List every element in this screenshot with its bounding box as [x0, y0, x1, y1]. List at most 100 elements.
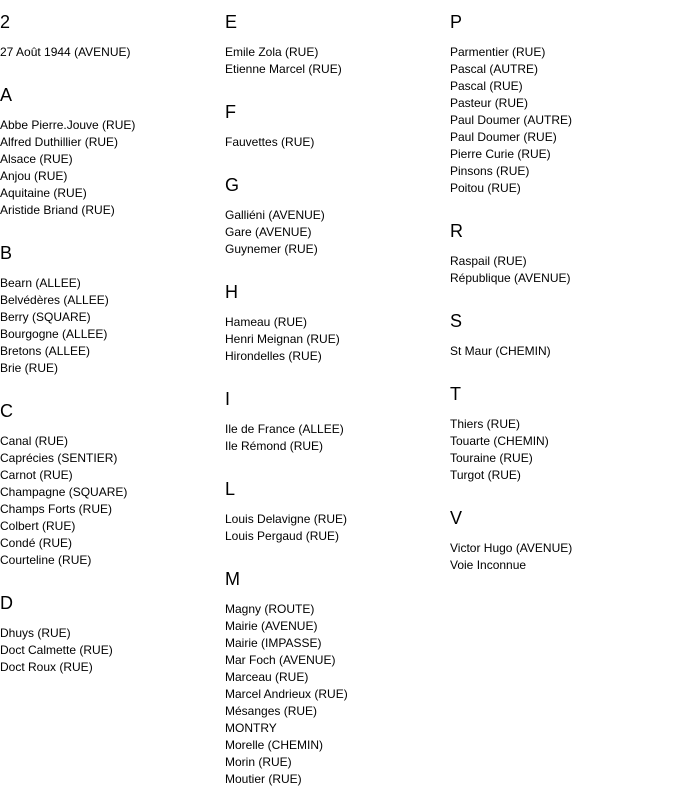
- letter-section: V Victor Hugo (AVENUE) Voie Inconnue: [450, 508, 670, 574]
- column: 2 27 Août 1944 (AVENUE) A Abbe Pierre.Jouve…: [0, 12, 220, 700]
- street-item: Emile Zola (RUE): [225, 45, 319, 59]
- street-item: MONTRY: [225, 721, 277, 735]
- letter-section: S St Maur (CHEMIN): [450, 311, 670, 360]
- street-item: Carnot (RUE): [0, 468, 73, 482]
- letter-heading: P: [450, 12, 463, 32]
- letter-section: E Emile Zola (RUE) Etienne Marcel (RUE): [225, 12, 445, 78]
- letter-section: H Hameau (RUE) Henri Meignan (RUE) Hirondel…: [225, 282, 445, 365]
- street-item: Bourgogne (ALLEE): [0, 327, 108, 341]
- street-item: Etienne Marcel (RUE): [225, 62, 342, 76]
- letter-heading: F: [225, 102, 236, 122]
- letter-heading: E: [225, 12, 238, 32]
- street-item: Alsace (RUE): [0, 152, 73, 166]
- street-item: Galliéni (AVENUE): [225, 208, 325, 222]
- street-item: Anjou (RUE): [0, 169, 68, 183]
- street-item: Bretons (ALLEE): [0, 344, 91, 358]
- letter-heading: L: [225, 479, 236, 499]
- street-item: Paul Doumer (RUE): [450, 130, 557, 144]
- letter-heading: D: [0, 593, 13, 613]
- letter-section: G Galliéni (AVENUE) Gare (AVENUE) Guynemer …: [225, 175, 445, 258]
- street-item: Magny (ROUTE): [225, 602, 315, 616]
- street-item: Henri Meignan (RUE): [225, 332, 340, 346]
- street-item: Brie (RUE): [0, 361, 59, 375]
- column: P Parmentier (RUE) Pascal (AUTRE) Pascal (R…: [450, 12, 670, 598]
- letter-section: D Dhuys (RUE) Doct Calmette (RUE) Doct Roux…: [0, 593, 220, 676]
- street-item: Caprécies (SENTIER): [0, 451, 118, 465]
- letter-section: 2 27 Août 1944 (AVENUE): [0, 12, 220, 61]
- street-item: Alfred Duthillier (RUE): [0, 135, 119, 149]
- street-item: Bearn (ALLEE): [0, 276, 81, 290]
- street-item: Colbert (RUE): [0, 519, 76, 533]
- street-item: Guynemer (RUE): [225, 242, 318, 256]
- street-item: Courteline (RUE): [0, 553, 92, 567]
- letter-section: I Ile de France (ALLEE) Ile Rémond (RUE): [225, 389, 445, 455]
- letter-heading: 2: [0, 12, 11, 32]
- column: E Emile Zola (RUE) Etienne Marcel (RUE) F Fa…: [225, 12, 445, 812]
- street-item: Louis Pergaud (RUE): [225, 529, 340, 543]
- letter-heading: G: [225, 175, 240, 195]
- letter-section: T Thiers (RUE) Touarte (CHEMIN) Touraine (R…: [450, 384, 670, 484]
- letter-heading: B: [0, 243, 13, 263]
- street-item: Doct Roux (RUE): [0, 660, 93, 674]
- street-item: Paul Doumer (AUTRE): [450, 113, 573, 127]
- street-item: Doct Calmette (RUE): [0, 643, 113, 657]
- street-item: Morin (RUE): [225, 755, 292, 769]
- street-item: Marceau (RUE): [225, 670, 309, 684]
- street-item: Champagne (SQUARE): [0, 485, 128, 499]
- street-item: Condé (RUE): [0, 536, 73, 550]
- street-item: Mairie (AVENUE): [225, 619, 318, 633]
- letter-heading: H: [225, 282, 238, 302]
- letter-section: B Bearn (ALLEE) Belvédères (ALLEE) Berry (S…: [0, 243, 220, 377]
- street-item: Poitou (RUE): [450, 181, 521, 195]
- letter-section: A Abbe Pierre.Jouve (RUE) Alfred Duthillie…: [0, 85, 220, 219]
- letter-heading: R: [450, 221, 463, 241]
- street-item: Champs Forts (RUE): [0, 502, 113, 516]
- street-item: Pascal (AUTRE): [450, 62, 539, 76]
- street-item: Berry (SQUARE): [0, 310, 91, 324]
- letter-heading: V: [450, 508, 463, 528]
- letter-section: L Louis Delavigne (RUE) Louis Pergaud (RUE…: [225, 479, 445, 545]
- street-item: Mar Foch (AVENUE): [225, 653, 336, 667]
- street-item: Ile de France (ALLEE): [225, 422, 344, 436]
- letter-section: M Magny (ROUTE) Mairie (AVENUE) Mairie (IMP…: [225, 569, 445, 788]
- street-item: Touarte (CHEMIN): [450, 434, 549, 448]
- street-item: Ile Rémond (RUE): [225, 439, 324, 453]
- street-item: Hirondelles (RUE): [225, 349, 322, 363]
- street-item: Hameau (RUE): [225, 315, 308, 329]
- letter-heading: T: [450, 384, 461, 404]
- street-item: Dhuys (RUE): [0, 626, 71, 640]
- street-item: Voie Inconnue: [450, 558, 527, 572]
- street-item: Aquitaine (RUE): [0, 186, 87, 200]
- street-item: Turgot (RUE): [450, 468, 521, 482]
- street-item: 27 Août 1944 (AVENUE): [0, 45, 131, 59]
- street-item: Thiers (RUE): [450, 417, 521, 431]
- letter-heading: A: [0, 85, 13, 105]
- street-item: Mairie (IMPASSE): [225, 636, 322, 650]
- street-item: Morelle (CHEMIN): [225, 738, 324, 752]
- street-item: Gare (AVENUE): [225, 225, 312, 239]
- street-item: Louis Delavigne (RUE): [225, 512, 348, 526]
- street-item: Belvédères (ALLEE): [0, 293, 109, 307]
- street-item: Parmentier (RUE): [450, 45, 546, 59]
- letter-section: R Raspail (RUE) République (AVENUE): [450, 221, 670, 287]
- street-item: Victor Hugo (AVENUE): [450, 541, 573, 555]
- street-item: Pascal (RUE): [450, 79, 523, 93]
- street-item: Marcel Andrieux (RUE): [225, 687, 348, 701]
- letter-heading: M: [225, 569, 240, 589]
- letter-section: P Parmentier (RUE) Pascal (AUTRE) Pascal (R…: [450, 12, 670, 197]
- street-item: Raspail (RUE): [450, 254, 527, 268]
- letter-heading: I: [225, 389, 231, 409]
- street-item: St Maur (CHEMIN): [450, 344, 551, 358]
- street-item: Canal (RUE): [0, 434, 69, 448]
- street-item: Fauvettes (RUE): [225, 135, 315, 149]
- street-item: Aristide Briand (RUE): [0, 203, 115, 217]
- street-item: Pasteur (RUE): [450, 96, 529, 110]
- letter-heading: S: [450, 311, 463, 331]
- street-item: Abbe Pierre.Jouve (RUE): [0, 118, 136, 132]
- letter-section: C Canal (RUE) Caprécies (SENTIER) Carnot (R…: [0, 401, 220, 569]
- letter-heading: C: [0, 401, 13, 421]
- street-item: Pinsons (RUE): [450, 164, 530, 178]
- street-item: Touraine (RUE): [450, 451, 533, 465]
- letter-section: F Fauvettes (RUE): [225, 102, 445, 151]
- street-item: République (AVENUE): [450, 271, 571, 285]
